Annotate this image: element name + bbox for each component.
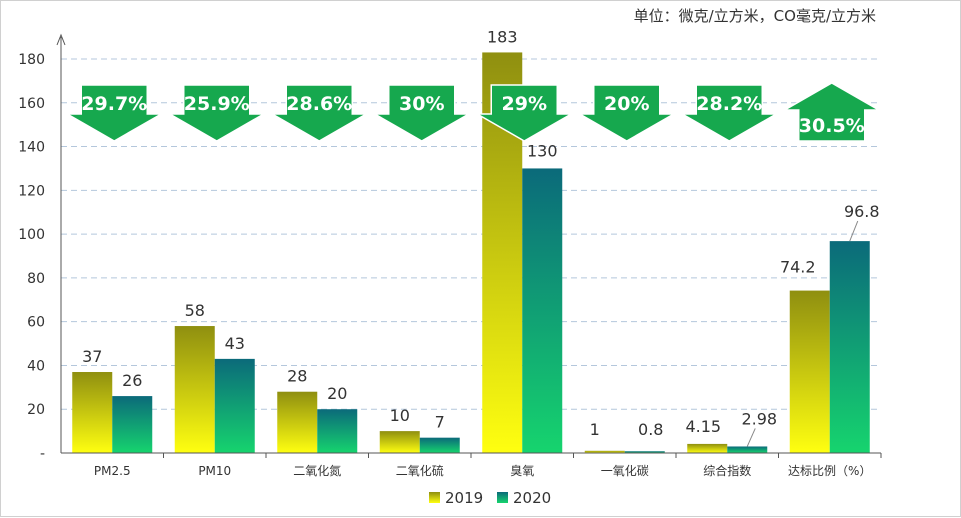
y-tick-label: 60 xyxy=(27,315,45,331)
label-leader-line xyxy=(746,428,756,447)
legend-swatch-2020 xyxy=(497,492,508,503)
value-label-2020: 96.8 xyxy=(844,202,880,221)
unit-label: 单位：微克/立方米，CO毫克/立方米 xyxy=(633,7,876,25)
bar-2019 xyxy=(277,391,318,453)
change-percent-label: 29.7% xyxy=(81,93,147,115)
y-tick-label: 160 xyxy=(18,96,45,112)
y-tick-label: 180 xyxy=(18,52,45,68)
value-label-2020: 0.8 xyxy=(638,420,663,439)
down-arrow-icon: 30% xyxy=(371,84,472,142)
change-arrow-shape xyxy=(166,84,267,142)
y-tick-label: 40 xyxy=(27,358,45,374)
legend: 2019 2020 xyxy=(429,489,551,507)
y-tick-label: 20 xyxy=(27,402,45,418)
down-arrow-icon: 28.2% xyxy=(679,84,780,142)
change-percent-label: 28.6% xyxy=(286,93,352,115)
value-label-2019: 28 xyxy=(287,367,307,386)
value-label-2020: 7 xyxy=(435,413,445,432)
change-percent-label: 30% xyxy=(399,93,444,115)
value-label-2020: 26 xyxy=(122,371,142,390)
category-label: 一氧化碳 xyxy=(601,464,649,478)
down-arrow-icon: 25.9% xyxy=(166,84,267,142)
bar-2019 xyxy=(174,326,215,453)
bar-2020 xyxy=(727,446,768,453)
y-tick-label: 120 xyxy=(18,183,45,199)
category-label: 二氧化氮 xyxy=(293,463,341,478)
value-label-2020: 2.98 xyxy=(741,409,777,428)
bar-2020 xyxy=(317,409,358,453)
value-label-2019: 58 xyxy=(185,301,205,320)
change-percent-label: 29% xyxy=(502,93,547,115)
down-arrow-icon: 29.7% xyxy=(64,84,165,142)
value-label-2019: 183 xyxy=(487,27,518,46)
legend-label-2019: 2019 xyxy=(445,489,483,507)
change-arrow-shape xyxy=(679,84,780,142)
change-arrow-shape xyxy=(781,82,882,142)
value-label-2019: 4.15 xyxy=(685,417,721,436)
value-label-2019: 74.2 xyxy=(780,258,816,277)
down-arrow-icon: 28.6% xyxy=(269,84,370,142)
category-label: 达标比例（%） xyxy=(788,464,871,478)
change-arrow-shape xyxy=(64,84,165,142)
y-tick-label: 140 xyxy=(18,140,45,156)
change-percent-label: 25.9% xyxy=(184,93,250,115)
category-label: 二氧化硫 xyxy=(396,463,444,478)
value-label-2020: 130 xyxy=(527,141,558,160)
bar-2020 xyxy=(522,168,563,453)
category-label: PM10 xyxy=(198,464,231,478)
value-label-2019: 1 xyxy=(590,420,600,439)
value-label-2020: 43 xyxy=(225,334,245,353)
change-percent-label: 30.5% xyxy=(799,115,865,137)
down-arrow-icon: 29% xyxy=(474,84,575,142)
y-tick-label: - xyxy=(40,446,45,462)
value-label-2019: 37 xyxy=(82,347,102,366)
bar-2020 xyxy=(112,396,153,453)
change-arrow-shape xyxy=(269,84,370,142)
value-label-2019: 10 xyxy=(390,406,410,425)
bar-2020 xyxy=(624,451,665,453)
bar-2020 xyxy=(419,437,460,453)
bar-2019 xyxy=(72,372,113,453)
y-tick-label: 80 xyxy=(27,271,45,287)
category-label: PM2.5 xyxy=(94,464,131,478)
change-percent-label: 28.2% xyxy=(696,93,762,115)
bar-2019 xyxy=(687,443,728,453)
change-arrows-layer: 29.7% 25.9% 28.6% 30% 29% 20% 28.2% 30.5% xyxy=(64,82,882,142)
bar-2019 xyxy=(584,450,625,453)
bar-2020 xyxy=(214,358,255,453)
change-percent-label: 20% xyxy=(604,93,649,115)
grid-layer xyxy=(61,58,881,410)
up-arrow-icon: 30.5% xyxy=(781,82,882,142)
y-axis-arrow-icon xyxy=(56,33,66,46)
legend-label-2020: 2020 xyxy=(513,489,551,507)
bar-2019 xyxy=(379,431,420,453)
change-arrow-shape xyxy=(371,84,472,142)
change-arrow-shape xyxy=(576,84,677,142)
bar-2019 xyxy=(789,290,830,453)
y-tick-label: 100 xyxy=(18,227,45,243)
change-arrow-shape xyxy=(474,84,575,142)
value-label-2020: 20 xyxy=(327,384,347,403)
category-label: 臭氧 xyxy=(510,463,534,478)
legend-swatch-2019 xyxy=(429,492,440,503)
bar-2020 xyxy=(829,241,870,453)
label-leader-line xyxy=(849,220,859,242)
down-arrow-icon: 20% xyxy=(576,84,677,142)
category-label: 综合指数 xyxy=(703,463,751,478)
